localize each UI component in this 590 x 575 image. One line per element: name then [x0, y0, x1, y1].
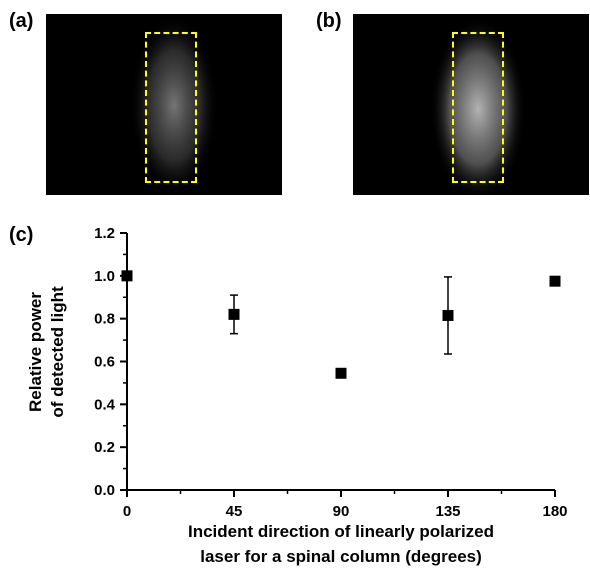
data-point: [335, 367, 347, 379]
panel-b-glow: [430, 17, 526, 195]
panel-b-label: (b): [316, 10, 342, 32]
relative-power-chart: 0.0 0.2 0.4 0.6 0.8 1.0 1.2 0 45 90 135 180 Inciden…: [26, 225, 568, 566]
y-tick-label: 0.0: [94, 482, 115, 499]
y-tick-label: 1.0: [94, 268, 115, 285]
y-tick-label: 0.2: [94, 439, 115, 456]
x-axis-title-line2: laser for a spinal column (degrees): [200, 547, 482, 566]
data-point: [121, 270, 133, 282]
y-tick-label: 1.2: [94, 225, 115, 242]
y-axis-title-line2: of detected light: [48, 286, 67, 418]
y-tick-label: 0.8: [94, 311, 115, 328]
y-tick-label: 0.6: [94, 354, 115, 371]
data-point: [549, 275, 561, 287]
data-point: [442, 309, 454, 321]
panel-a-roi-box: [145, 32, 197, 183]
panel-a-image: [46, 14, 282, 195]
chart-marks: [121, 270, 561, 379]
panel-b-roi-box: [452, 32, 504, 183]
x-tick-label: 90: [333, 503, 350, 520]
x-tick-label: 45: [226, 503, 243, 520]
panel-b-image: [353, 14, 589, 195]
x-tick-label: 135: [435, 503, 460, 520]
x-tick-label: 180: [542, 503, 567, 520]
x-tick-label: 0: [123, 503, 131, 520]
x-axis-title-line1: Incident direction of linearly polarized: [188, 522, 494, 541]
panel-a-label: (a): [9, 10, 34, 32]
data-point: [228, 308, 240, 320]
chart-axes: 0.0 0.2 0.4 0.6 0.8 1.0 1.2 0 45 90 135 180: [94, 225, 567, 520]
y-axis-title-line1: Relative power: [26, 292, 45, 412]
y-tick-label: 0.4: [94, 396, 116, 413]
panel-c-label: (c): [9, 224, 34, 246]
